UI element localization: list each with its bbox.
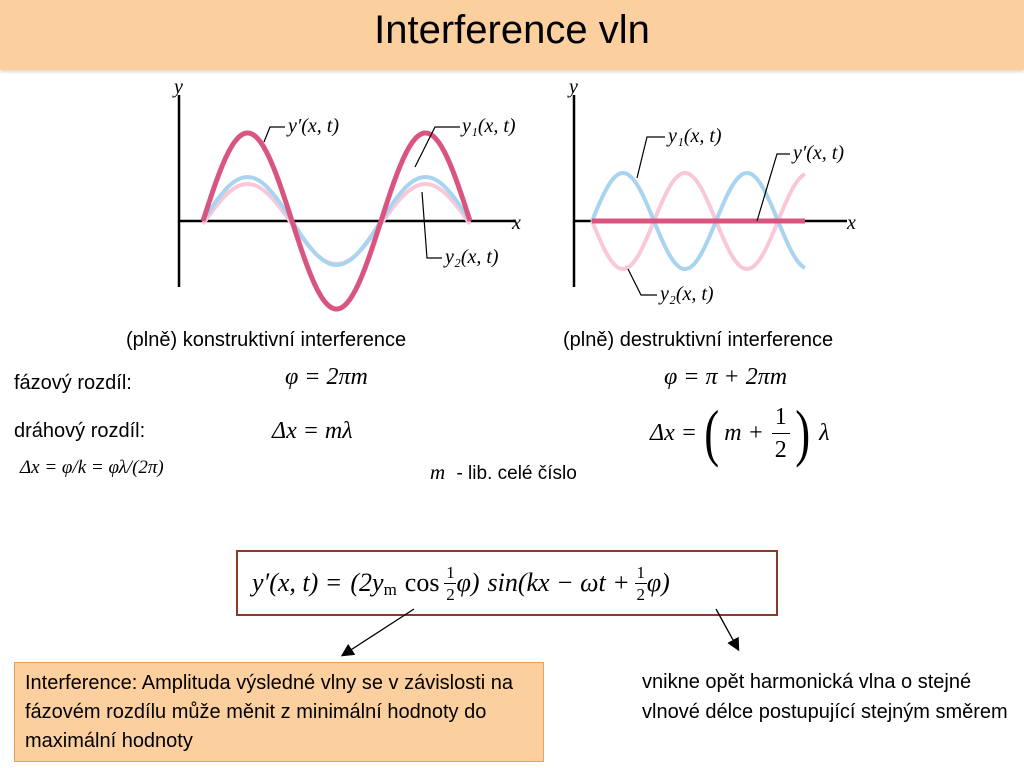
x-axis-label: x [511, 212, 521, 234]
formula-sin: sin(kx − ωt + [487, 568, 630, 597]
m-note-row: m - lib. celé číslo [430, 460, 577, 485]
leader-y2 [627, 268, 657, 296]
leader-resultant [263, 126, 285, 143]
x-axis-label: x [846, 212, 856, 234]
leader-y2 [421, 191, 442, 259]
wave-y1 [590, 170, 806, 272]
formula-cos: cos [404, 568, 440, 597]
m-symbol: m [430, 460, 446, 484]
wave-y2 [590, 170, 806, 272]
label-y2: y₂(x, t) [443, 246, 499, 268]
path-destructive-m: m + [724, 419, 764, 446]
leader-y1 [414, 126, 460, 168]
half-1-num: 1 [446, 562, 455, 582]
formula-half-1: 1 2 [444, 562, 457, 604]
y-axis-label: y [567, 76, 578, 98]
title-bar: Interference vln [0, 0, 1024, 70]
formula-phi-1: φ) [456, 568, 480, 597]
path-constructive: Δx = mλ [272, 418, 353, 444]
wave-resultant [200, 130, 473, 312]
formula-lhs: y′(x, t) = [252, 568, 343, 597]
label-y1: y₁(x, t) [666, 125, 722, 147]
resultant-wave-formula-box: y′(x, t) = (2y m cos 1 2 φ) sin(kx − ωt … [236, 550, 778, 616]
constructive-interference-plot: y x y′(x, t) y₁(x, t) y₂(x, t) [172, 76, 521, 312]
path-relation: Δx = φ/k = φλ/(2π) [20, 457, 164, 478]
fraction-half: 1 2 [771, 403, 790, 463]
caption-destructive: (plně) destruktivní interference [563, 329, 834, 351]
big-paren-open: ( [704, 397, 720, 468]
destructive-interference-plot: y x y₁(x, t) y′(x, t) y₂(x, t) [567, 76, 856, 305]
formula-phi-2: φ) [646, 568, 670, 597]
caption-constructive: (plně) konstruktivní interference [126, 329, 407, 351]
half-1-den: 2 [446, 584, 455, 604]
leader-y1 [636, 136, 665, 179]
page-title: Interference vln [374, 8, 650, 52]
formula-half-2: 1 2 [634, 562, 647, 604]
arrow-to-amplitude-note [340, 608, 415, 657]
path-destructive: Δx = ( m + 1 2 ) λ [650, 396, 830, 470]
amplitude-note: Interference: Amplituda výsledné vlny se… [25, 672, 514, 752]
phase-destructive: φ = π + 2πm [664, 364, 788, 390]
resultant-wave-formula: y′(x, t) = (2y m cos 1 2 φ) sin(kx − ωt … [252, 560, 670, 606]
phase-label: fázový rozdíl: [14, 372, 132, 394]
label-y2: y₂(x, t) [658, 283, 714, 305]
formula-amp: (2y [350, 568, 384, 597]
half-2-num: 1 [636, 562, 646, 582]
label-y1: y₁(x, t) [460, 115, 516, 137]
formula-amp-sub: m [383, 580, 397, 599]
fraction-denominator: 2 [774, 436, 787, 463]
phase-constructive: φ = 2πm [285, 364, 368, 390]
path-label: dráhový rozdíl: [14, 420, 146, 442]
path-destructive-suffix: λ [819, 419, 830, 446]
wave-y1 [201, 175, 472, 267]
fraction-numerator: 1 [774, 403, 787, 430]
m-note: - lib. celé číslo [456, 463, 577, 484]
big-paren-close: ) [794, 397, 810, 468]
y-axis-label: y [172, 76, 183, 98]
half-2-den: 2 [636, 584, 646, 604]
path-destructive-prefix: Δx = [650, 419, 697, 446]
amplitude-note-box: Interference: Amplituda výsledné vlny se… [14, 662, 544, 762]
leader-resultant [756, 153, 790, 222]
arrow-to-wave-note [715, 608, 740, 652]
label-resultant: y′(x, t) [286, 115, 339, 137]
wave-note: vnikne opět harmonická vlna o stejné vln… [642, 671, 1008, 723]
label-resultant: y′(x, t) [791, 142, 844, 164]
